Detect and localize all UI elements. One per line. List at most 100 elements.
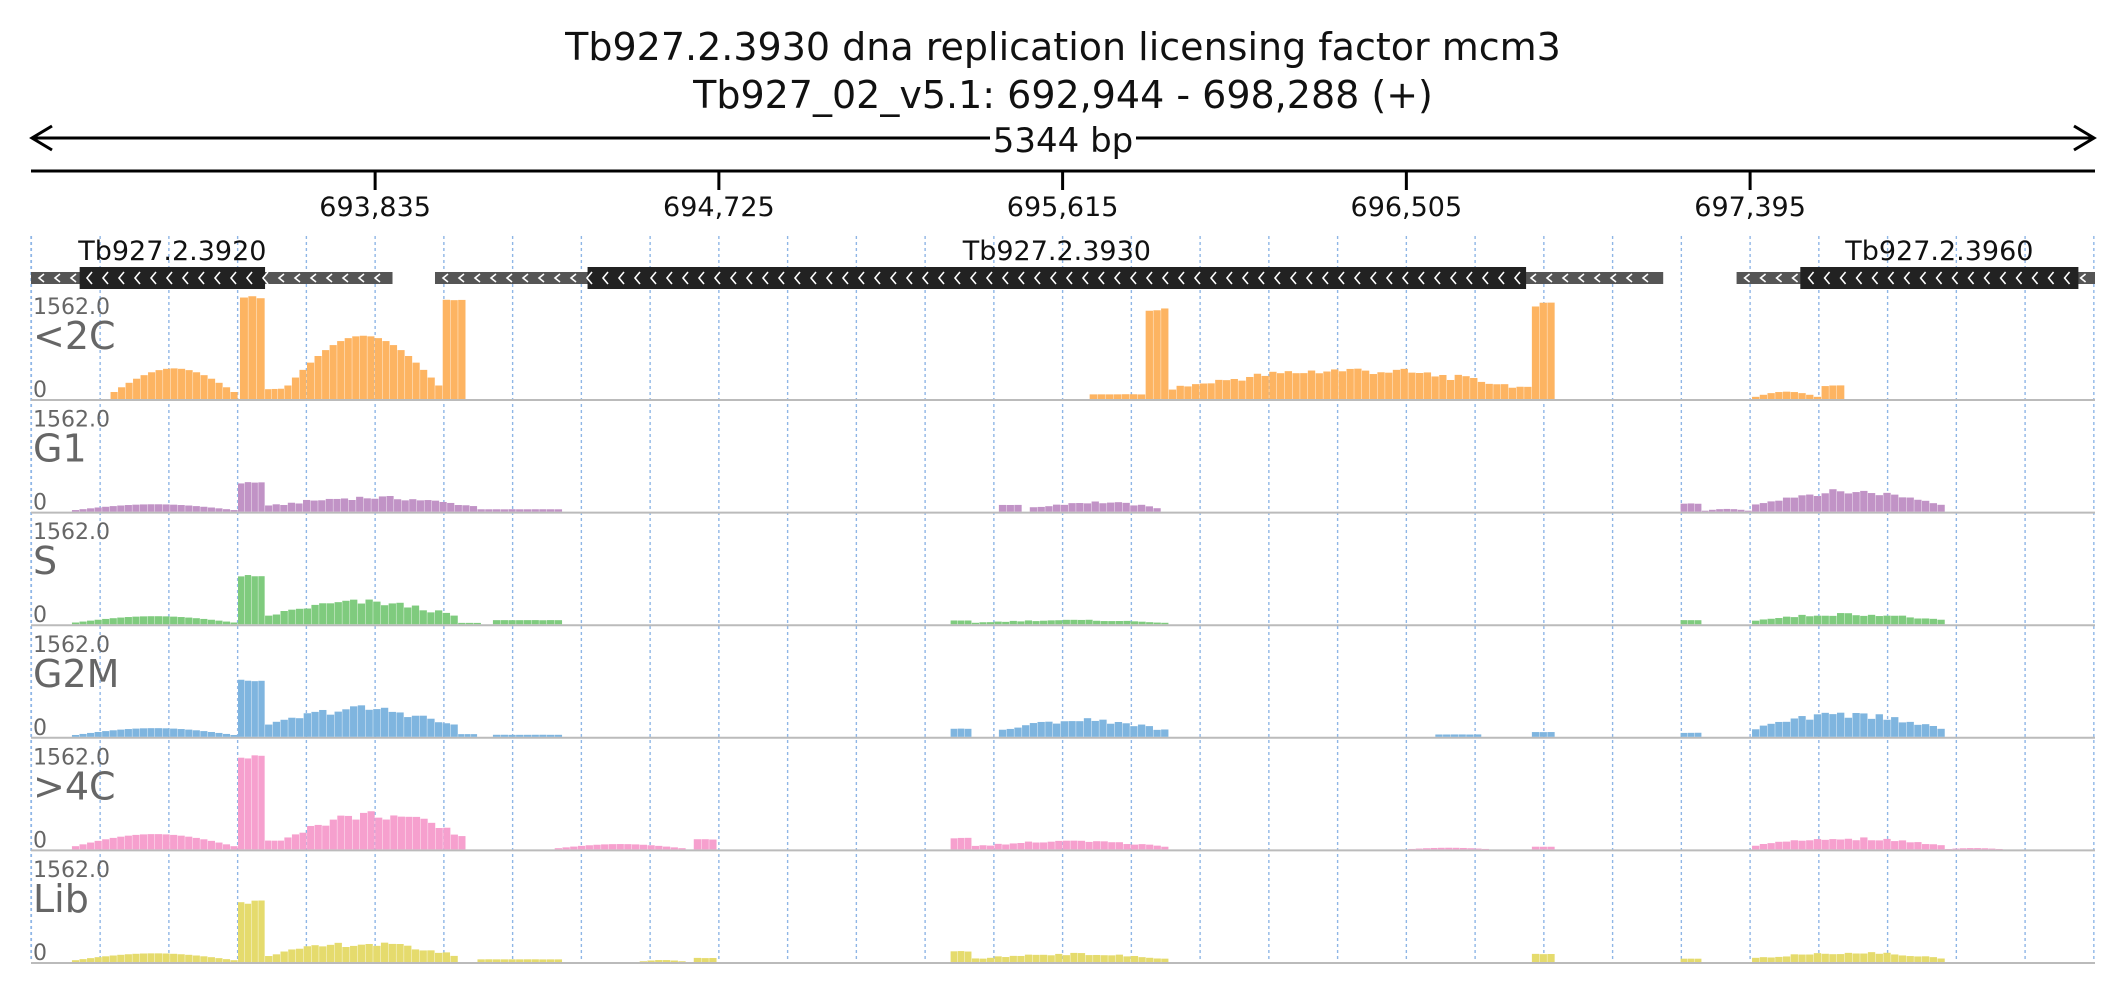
coverage-bar [1516,386,1524,399]
coverage-bar [94,507,102,512]
coverage-bar [299,369,307,399]
coverage-bar [1415,848,1423,850]
gene-label: Tb927.2.3920 [77,236,266,267]
coverage-bar [979,958,987,962]
coverage-bar [1798,393,1806,399]
gene-strand-chevron [985,271,993,285]
coverage-bar [957,620,965,625]
coverage-bar [1207,383,1215,399]
gene-strand-chevron [53,273,61,283]
gene-strand-chevron [1855,271,1863,285]
gene-strand-chevron [2047,271,2055,285]
coverage-bar [117,729,125,737]
gene-strand-chevron [1529,273,1537,283]
track-name: G2M [33,652,119,696]
coverage-bar [357,603,366,625]
coverage-bar [295,718,304,737]
coverage-bar [1146,622,1154,625]
coverage-bar [1821,615,1829,625]
track-max-label: 1562.0 [33,633,110,658]
coverage-bar [1844,717,1853,737]
coverage-bar [454,505,462,512]
coverage-bar [593,844,601,850]
gene-strand-chevron [1049,271,1057,285]
gene-strand-chevron [1951,271,1959,285]
coverage-bar [1315,373,1323,399]
gene-strand-chevron [1113,271,1121,285]
coverage-bar [957,728,965,737]
coverage-bar [1093,841,1101,850]
coverage-bar [1782,841,1791,850]
coverage-bar [1473,734,1482,737]
coverage-bar [1122,723,1130,737]
coverage-bar [1547,302,1555,399]
coverage-bar [1539,954,1547,962]
coverage-bar [1024,954,1033,962]
coverage-bar [1114,502,1123,512]
coverage-bar [155,370,163,399]
coverage-bar [125,382,133,399]
coverage-bar [420,369,428,399]
coverage-bar [1716,509,1723,512]
coverage-bar [162,504,170,512]
coverage-bar [1467,848,1475,850]
coverage-bar [94,840,102,850]
coverage-bar [547,734,555,737]
coverage-bar [132,953,140,962]
coverage-bar [1531,846,1540,850]
gene-strand-chevron [1903,271,1911,285]
coverage-bar [230,392,238,399]
coverage-bar [334,942,342,962]
coverage-bar [1547,954,1555,962]
gene-strand-chevron [1065,271,1073,285]
coverage-bar [1867,493,1876,512]
coverage-bar [1145,726,1153,737]
coverage-bar [1852,953,1860,962]
coverage-bar [251,900,258,962]
coverage-bar [118,387,126,399]
coverage-bar [102,731,110,737]
coverage-bar [280,504,288,512]
coverage-bar [222,621,231,625]
coverage-bar [1687,958,1695,962]
coverage-bar [1474,848,1482,850]
coverage-bar [352,336,360,399]
coverage-bar [380,942,389,962]
coverage-bar [154,504,163,512]
coverage-bar [319,709,327,737]
coverage-bar [1060,721,1069,737]
coverage-bar [979,622,987,625]
coverage-bar [508,734,516,737]
coverage-bar [1029,723,1038,737]
gene-strand-chevron [341,273,349,283]
coverage-bar [1829,489,1837,512]
coverage-bar [1852,712,1860,737]
coverage-bar [434,952,443,962]
coverage-bar [207,840,215,850]
coverage-bar [404,717,412,737]
coverage-bar [1284,371,1293,399]
coverage-bar [523,509,532,512]
coverage-bar [1837,954,1845,962]
coverage-bar [325,498,333,512]
coverage-bar [140,375,148,399]
coverage-bar [678,961,686,962]
coverage-bar [239,297,248,399]
coverage-bar [1775,956,1783,962]
gene-strand-chevron [1305,271,1313,285]
coverage-bar [311,604,319,625]
coverage-bar [404,607,412,625]
coverage-bar [1129,394,1138,399]
coverage-bar [244,575,252,625]
coverage-bar [1966,848,1974,850]
gene-strand-chevron [905,271,913,285]
coverage-bar [1437,847,1445,850]
gene-strand-chevron [441,273,449,283]
coverage-bar [693,957,702,962]
gene-strand-chevron [1759,273,1767,283]
coverage-bar [352,819,360,850]
gene-strand-chevron [1193,271,1201,285]
coverage-bar [1032,621,1040,625]
coverage-bar [1145,310,1153,399]
coverage-bar [1752,396,1760,399]
